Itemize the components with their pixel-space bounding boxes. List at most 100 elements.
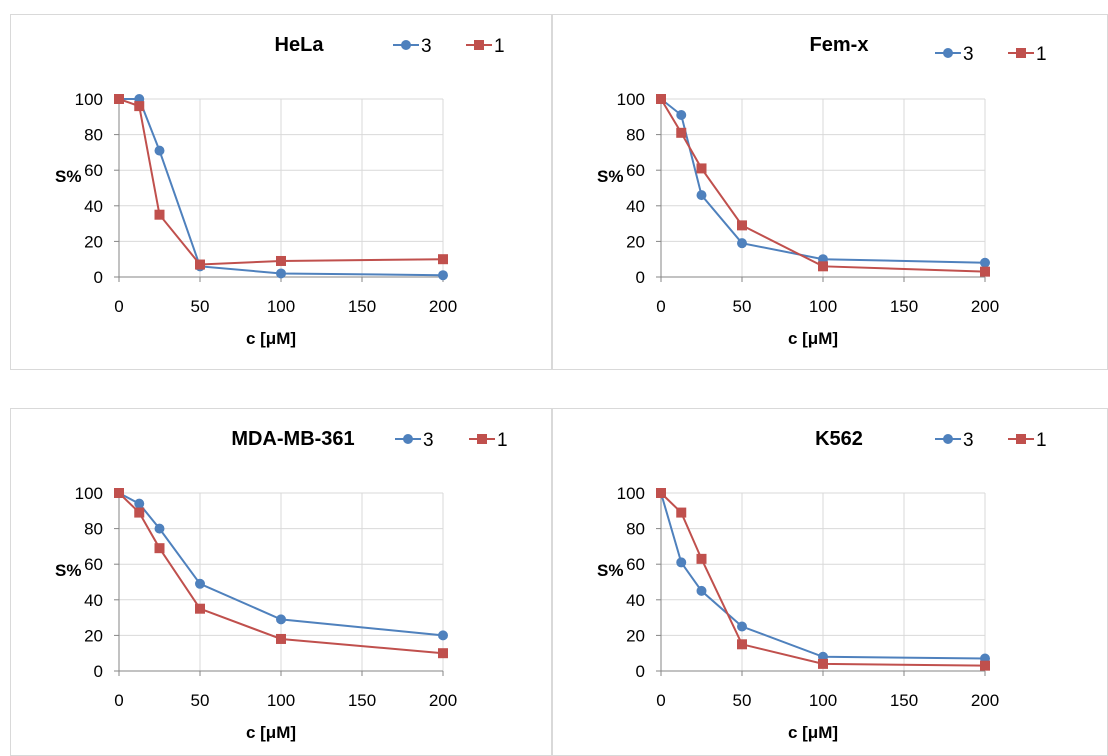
y-tick-label: 80 (626, 126, 645, 145)
y-tick-label: 60 (626, 555, 645, 574)
x-tick-label: 200 (429, 297, 457, 316)
legend-swatch-marker (401, 40, 411, 50)
legend-item: 3 (395, 430, 434, 451)
x-tick-label: 50 (733, 297, 752, 316)
data-point (980, 660, 990, 671)
y-tick-label: 40 (84, 197, 103, 216)
y-tick-label: 0 (94, 268, 103, 287)
data-point (154, 523, 165, 534)
data-point (818, 261, 828, 272)
data-point (154, 543, 165, 554)
data-point (134, 498, 145, 509)
chart-title: Fem-x (810, 34, 869, 56)
data-point (656, 94, 666, 104)
legend-item: 3 (935, 44, 974, 65)
x-tick-label: 150 (348, 297, 376, 316)
y-tick-label: 0 (636, 662, 645, 681)
data-point (438, 254, 448, 265)
y-tick-label: 100 (617, 90, 645, 109)
chart-title: HeLa (275, 34, 325, 56)
y-tick-label: 40 (626, 591, 645, 610)
series-line (660, 98, 986, 273)
data-point (154, 145, 165, 156)
legend-swatch-marker (943, 434, 953, 444)
x-axis-label: c [μM] (246, 723, 296, 742)
legend-swatch-marker (477, 434, 487, 444)
x-tick-label: 100 (809, 691, 837, 710)
y-axis-label: S% (55, 167, 81, 186)
data-point (737, 621, 747, 632)
x-tick-label: 0 (656, 297, 665, 316)
legend-swatch-marker (1016, 434, 1026, 444)
data-point (195, 603, 205, 614)
chart-panel-hela: 0 20 40 60 80 100 0 50 100 150 200 c [μM] S% HeLa 3 1 (10, 14, 552, 370)
chart-panel-mda-mb-361: 0 20 40 60 80 100 0 50 100 150 200 c [μM] S% MDA-MB-3… (10, 408, 552, 756)
y-tick-label: 0 (94, 662, 103, 681)
y-tick-label: 100 (75, 90, 103, 109)
x-tick-label: 50 (733, 691, 752, 710)
data-point (438, 270, 448, 281)
data-point (656, 488, 666, 498)
x-tick-label: 100 (809, 297, 837, 316)
y-tick-label: 20 (84, 626, 103, 645)
data-point (154, 209, 165, 220)
data-point (438, 630, 448, 641)
x-tick-label: 150 (348, 691, 376, 710)
series-1 (656, 488, 990, 671)
x-tick-label: 50 (191, 691, 210, 710)
legend-label: 1 (494, 36, 505, 57)
x-tick-label: 200 (971, 297, 999, 316)
y-tick-label: 80 (84, 126, 103, 145)
legend-item: 1 (469, 430, 508, 451)
x-tick-label: 200 (429, 691, 457, 710)
chart-title: MDA-MB-361 (231, 428, 354, 450)
data-point (980, 266, 990, 277)
legend-swatch-marker (403, 434, 413, 444)
legend-label: 1 (497, 430, 508, 451)
x-axis-label: c [μM] (246, 329, 296, 348)
y-axis-label: S% (597, 167, 623, 186)
y-tick-label: 20 (626, 232, 645, 251)
x-tick-label: 0 (114, 297, 123, 316)
series-1 (656, 94, 990, 277)
x-tick-label: 0 (656, 691, 665, 710)
y-tick-label: 60 (84, 161, 103, 180)
grid (119, 492, 444, 671)
y-tick-label: 0 (636, 268, 645, 287)
y-tick-label: 100 (617, 484, 645, 503)
grid (119, 98, 444, 277)
series-1 (114, 488, 448, 659)
legend-item: 1 (1008, 430, 1047, 451)
series-line (660, 492, 986, 660)
y-tick-label: 80 (626, 520, 645, 539)
legend-label: 3 (421, 36, 432, 57)
x-tick-label: 50 (191, 297, 210, 316)
data-point (676, 110, 687, 121)
y-axis-label: S% (597, 561, 623, 580)
data-point (676, 127, 687, 138)
data-point (276, 614, 286, 625)
data-point (980, 257, 990, 268)
data-point (696, 163, 707, 174)
legend-item: 3 (935, 430, 974, 451)
y-tick-label: 60 (84, 555, 103, 574)
legend-label: 3 (423, 430, 434, 451)
data-point (114, 94, 124, 104)
data-point (276, 633, 286, 644)
x-axis-label: c [μM] (788, 329, 838, 348)
data-point (818, 658, 828, 669)
grid (661, 98, 986, 277)
chart-mda-mb-361: 0 20 40 60 80 100 0 50 100 150 200 c [μM] S% MDA-MB-3… (55, 428, 508, 742)
y-tick-label: 20 (84, 232, 103, 251)
series-1 (114, 94, 448, 270)
chart-panel-fem-x: 0 20 40 60 80 100 0 50 100 150 200 c [μM] S% Fem-x 3 1 (552, 14, 1108, 370)
data-point (737, 639, 747, 650)
legend-item: 1 (1008, 44, 1047, 65)
x-tick-label: 100 (267, 297, 295, 316)
y-tick-label: 100 (75, 484, 103, 503)
data-point (276, 268, 286, 279)
data-point (134, 507, 145, 518)
chart-panel-k562: 0 20 40 60 80 100 0 50 100 150 200 c [μM] S% K562 3 1 (552, 408, 1108, 756)
